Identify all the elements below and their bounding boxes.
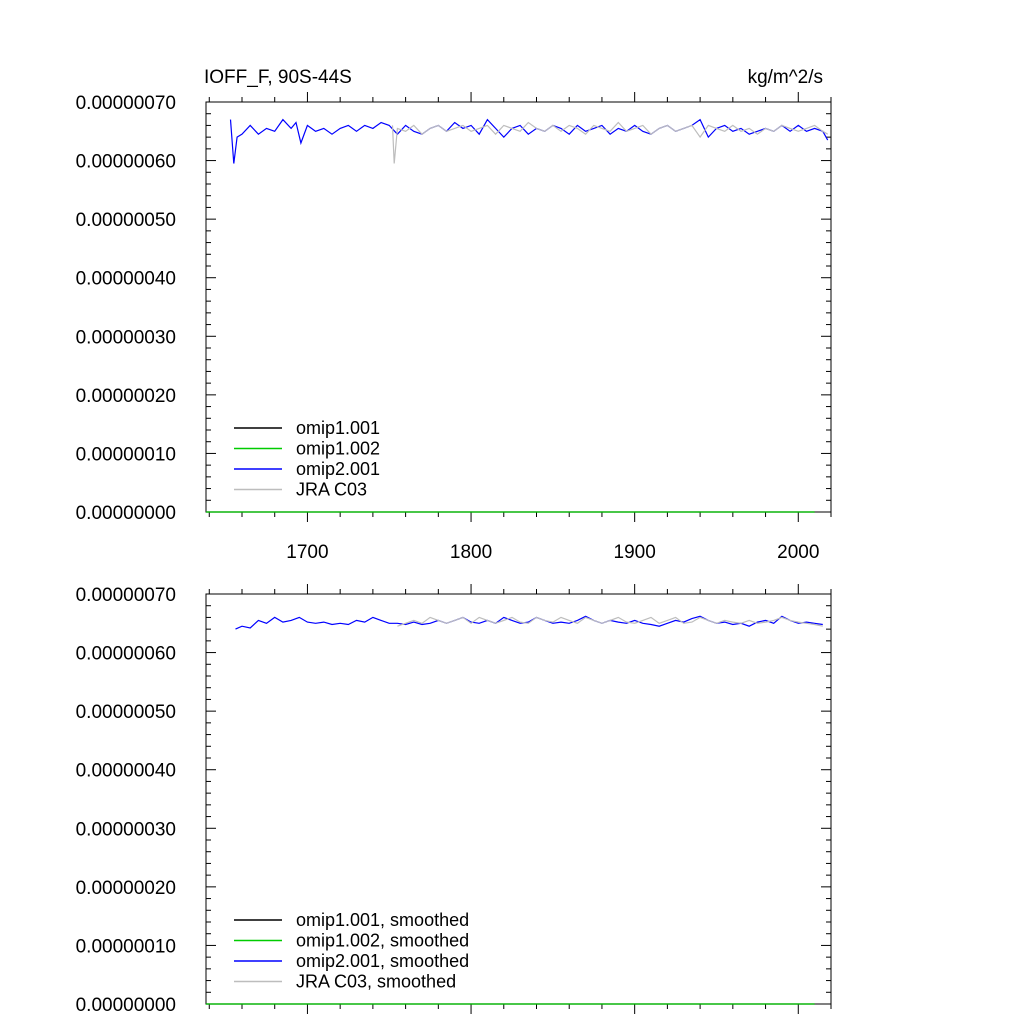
series-line-jra-c03-smoothed (397, 616, 823, 627)
series-line-omip2-001 (229, 118, 829, 164)
y-tick-label: 0.00000070 (76, 93, 176, 114)
y-tick-label: 0.00000040 (76, 761, 176, 782)
bottom-panel: 0.00000000 0.00000010 0.00000020 0.00000030… (76, 584, 832, 1016)
y-tick-label: 0.00000060 (76, 644, 176, 665)
y-tick-label: 0.00000070 (76, 585, 176, 606)
y-tick-label: 0.00000030 (76, 327, 176, 348)
y-tick-label: 0.00000040 (76, 269, 176, 290)
y-tick-label: 0.00000020 (76, 878, 176, 899)
series-line-jra-c03 (391, 121, 829, 164)
y-tick-label: 0.00000000 (76, 995, 176, 1016)
legend-label: JRA C03, smoothed (296, 972, 456, 992)
legend-label: omip2.001 (296, 459, 380, 479)
top-panel: 0.00000000 0.00000010 0.00000020 0.00000030… (76, 92, 832, 563)
legend-label: omip2.001, smoothed (296, 951, 469, 971)
legend-label: omip1.001, smoothed (296, 910, 469, 930)
y-tick-label: 0.00000050 (76, 702, 176, 723)
y-tick-label: 0.00000020 (76, 386, 176, 407)
y-tick-label: 0.00000050 (76, 210, 176, 231)
y-tick-label: 0.00000060 (76, 152, 176, 173)
y-tick-label: 0.00000010 (76, 444, 176, 465)
legend-label: omip1.001 (296, 418, 380, 438)
y-tick-label: 0.00000010 (76, 936, 176, 957)
series-line-omip2-001-smoothed (235, 615, 823, 630)
x-tick-label: 2000 (777, 542, 819, 563)
legend-label: omip1.002 (296, 439, 380, 459)
plot-units: kg/m^2/s (748, 67, 823, 88)
x-tick-label: 1700 (286, 542, 328, 563)
y-tick-label: 0.00000030 (76, 819, 176, 840)
x-tick-label: 1900 (614, 542, 656, 563)
y-tick-label: 0.00000000 (76, 503, 176, 524)
legend-label: omip1.002, smoothed (296, 931, 469, 951)
plot-title: IOFF_F, 90S-44S (204, 67, 352, 88)
legend-label: JRA C03 (296, 480, 367, 500)
x-tick-label: 1800 (450, 542, 492, 563)
